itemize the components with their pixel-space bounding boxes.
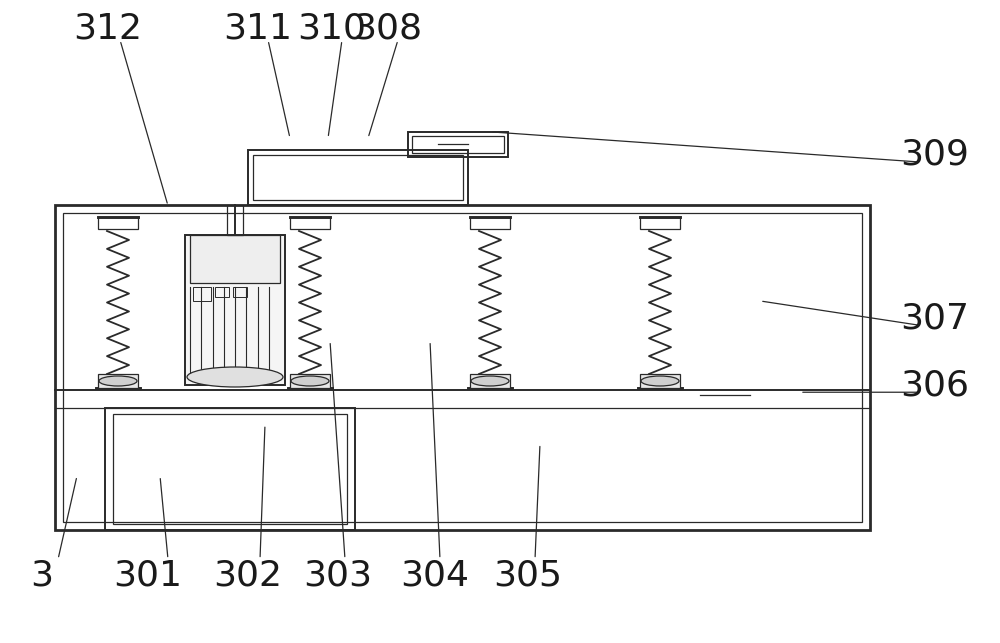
- Text: 302: 302: [214, 559, 283, 592]
- Text: 307: 307: [900, 302, 970, 335]
- Bar: [640, 217, 680, 229]
- Bar: [290, 374, 330, 388]
- Bar: [470, 217, 510, 229]
- Ellipse shape: [99, 376, 137, 386]
- Bar: [105, 408, 355, 530]
- Bar: [190, 235, 280, 283]
- Bar: [470, 374, 510, 388]
- Text: 304: 304: [400, 559, 470, 592]
- Bar: [113, 414, 347, 524]
- Bar: [640, 374, 680, 388]
- Bar: [98, 374, 138, 388]
- Text: 305: 305: [494, 559, 562, 592]
- Text: 308: 308: [353, 12, 423, 46]
- Ellipse shape: [641, 376, 679, 386]
- Text: 310: 310: [298, 12, 366, 46]
- Bar: [248, 150, 468, 205]
- Text: 311: 311: [224, 12, 292, 46]
- Ellipse shape: [187, 367, 283, 387]
- Ellipse shape: [291, 376, 329, 386]
- Bar: [253, 155, 463, 200]
- Bar: [233, 287, 247, 297]
- Text: 301: 301: [114, 559, 182, 592]
- Text: 312: 312: [74, 12, 143, 46]
- Text: 306: 306: [900, 369, 970, 403]
- Bar: [408, 132, 508, 157]
- Bar: [227, 205, 243, 235]
- Bar: [98, 217, 138, 229]
- Bar: [185, 235, 285, 385]
- Bar: [290, 217, 330, 229]
- Text: 3: 3: [30, 559, 54, 592]
- Text: 303: 303: [304, 559, 372, 592]
- Bar: [193, 287, 211, 301]
- Bar: [215, 287, 229, 297]
- Text: 309: 309: [901, 138, 969, 171]
- Bar: [55, 205, 870, 530]
- Ellipse shape: [471, 376, 509, 386]
- Bar: [63, 213, 862, 522]
- Bar: [412, 136, 504, 153]
